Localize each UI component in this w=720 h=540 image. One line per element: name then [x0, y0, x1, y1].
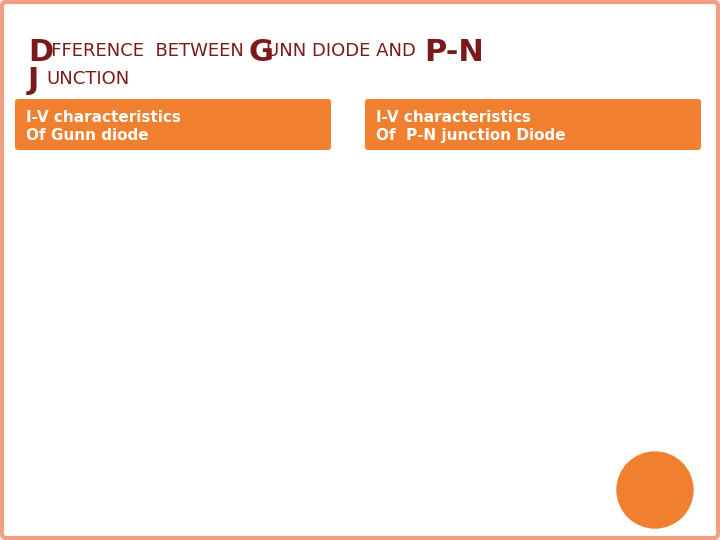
Text: I-V characteristics: I-V characteristics [26, 110, 181, 125]
Text: Breakdown region: Breakdown region [485, 418, 541, 423]
Text: Forward
bias: Forward bias [628, 296, 656, 309]
Text: Image not to scale: Image not to scale [521, 501, 567, 505]
Text: P-N: P-N [424, 38, 484, 67]
Text: $I_r$: $I_r$ [546, 487, 554, 501]
Text: 0: 0 [52, 507, 59, 517]
Text: UNN DIODE AND: UNN DIODE AND [266, 42, 422, 60]
Text: 0: 0 [37, 506, 45, 516]
Text: PIV: PIV [518, 392, 528, 396]
Text: D: D [28, 38, 53, 67]
Text: $V$: $V$ [679, 378, 688, 390]
X-axis label: Voltage (V) →: Voltage (V) → [158, 512, 238, 525]
Text: Negative differential
resistance region: Negative differential resistance region [143, 245, 244, 267]
FancyBboxPatch shape [15, 99, 331, 150]
FancyBboxPatch shape [365, 99, 701, 150]
Y-axis label: Current (I) →: Current (I) → [26, 319, 39, 394]
Text: Reverse
current
~30μA: Reverse current ~30μA [552, 426, 573, 442]
Text: G: G [248, 38, 273, 67]
Text: ON voltage
0.65V for Si
0.2V for Ge: ON voltage 0.65V for Si 0.2V for Ge [582, 450, 613, 467]
Text: Reverse
bias: Reverse bias [439, 452, 467, 465]
Text: Of  P-N junction Diode: Of P-N junction Diode [376, 128, 566, 143]
Text: IFFERENCE  BETWEEN: IFFERENCE BETWEEN [46, 42, 250, 60]
Text: I-V characteristics: I-V characteristics [376, 110, 531, 125]
Text: J: J [28, 66, 40, 95]
Circle shape [617, 452, 693, 528]
Text: UNCTION: UNCTION [46, 70, 130, 88]
Text: Note: The reverse current
shown is typical of type
1N4001. For other types refer: Note: The reverse current shown is typic… [582, 485, 647, 503]
Text: Of Gunn diode: Of Gunn diode [26, 128, 148, 143]
Text: $V_r$: $V_r$ [402, 381, 412, 394]
Text: $I_F$: $I_F$ [547, 219, 557, 232]
